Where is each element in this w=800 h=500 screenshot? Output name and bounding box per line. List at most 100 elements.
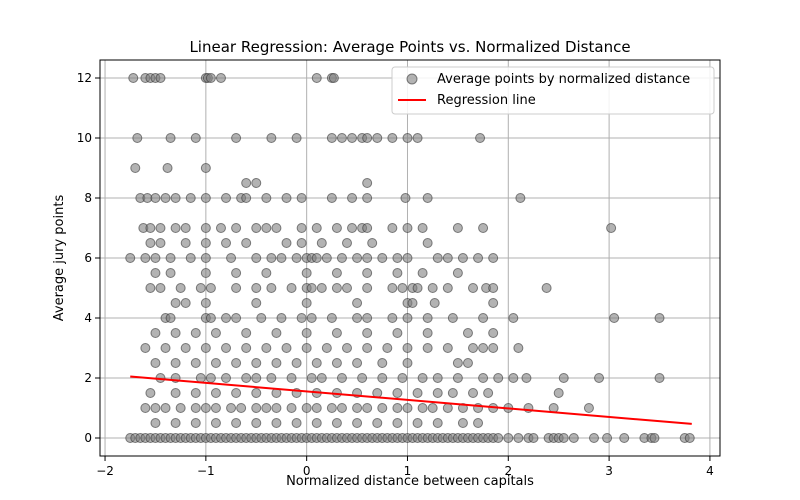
- scatter-point: [140, 343, 151, 353]
- scatter-point: [301, 403, 312, 413]
- scatter-point: [286, 373, 297, 383]
- scatter-point: [347, 193, 358, 203]
- scatter-point: [195, 373, 206, 383]
- scatter-point: [200, 403, 211, 413]
- scatter-point: [362, 133, 373, 143]
- scatter-point: [291, 418, 302, 428]
- scatter-point: [352, 403, 363, 413]
- scatter-point: [276, 313, 287, 323]
- scatter-point: [261, 223, 272, 233]
- scatter-point: [205, 283, 216, 293]
- scatter-point: [165, 253, 176, 263]
- scatter-point: [397, 373, 408, 383]
- scatter-point: [155, 283, 166, 293]
- scatter-point: [488, 253, 499, 263]
- scatter-point: [341, 238, 352, 248]
- scatter-point: [387, 283, 398, 293]
- scatter-point: [210, 328, 221, 338]
- scatter-point: [427, 403, 438, 413]
- scatter-point: [251, 373, 262, 383]
- scatter-point: [231, 388, 242, 398]
- scatter-point: [316, 283, 327, 293]
- scatter-point: [226, 403, 237, 413]
- scatter-point: [180, 343, 191, 353]
- scatter-point: [515, 193, 526, 203]
- scatter-point: [326, 193, 337, 203]
- scatter-point: [326, 313, 337, 323]
- scatter-point: [609, 313, 620, 323]
- scatter-point: [452, 373, 463, 383]
- scatter-point: [205, 73, 216, 83]
- scatter-point: [362, 268, 373, 278]
- scatter-point: [271, 328, 282, 338]
- legend-line-label: Regression line: [437, 93, 536, 108]
- scatter-point: [473, 418, 484, 428]
- scatter-point: [553, 388, 564, 398]
- scatter-point: [387, 313, 398, 323]
- scatter-point: [170, 388, 181, 398]
- scatter-point: [432, 253, 443, 263]
- scatter-point: [140, 403, 151, 413]
- scatter-point: [417, 268, 428, 278]
- scatter-point: [336, 373, 347, 383]
- y-tick-label: 4: [84, 311, 92, 325]
- scatter-point: [568, 433, 579, 443]
- scatter-point: [341, 283, 352, 293]
- scatter-point: [286, 283, 297, 293]
- scatter-point: [266, 133, 277, 143]
- scatter-point: [210, 418, 221, 428]
- scatter-point: [165, 268, 176, 278]
- y-tick-label: 12: [77, 71, 92, 85]
- scatter-point: [301, 328, 312, 338]
- scatter-point: [513, 433, 524, 443]
- scatter-point: [175, 403, 186, 413]
- scatter-point: [170, 193, 181, 203]
- scatter-point: [362, 193, 373, 203]
- scatter-point: [170, 328, 181, 338]
- scatter-point: [427, 283, 438, 293]
- scatter-point: [336, 253, 347, 263]
- x-tick-label: 4: [706, 464, 714, 478]
- scatter-point: [321, 253, 332, 263]
- scatter-point: [392, 388, 403, 398]
- scatter-point: [296, 313, 307, 323]
- scatter-point: [221, 238, 232, 248]
- scatter-point: [328, 73, 339, 83]
- scatter-point: [452, 358, 463, 368]
- scatter-point: [478, 313, 489, 323]
- scatter-point: [221, 193, 232, 203]
- scatter-point: [150, 403, 161, 413]
- y-tick-label: 0: [84, 431, 92, 445]
- scatter-point: [452, 223, 463, 233]
- scatter-point: [462, 358, 473, 368]
- scatter-point: [190, 388, 201, 398]
- scatter-point: [286, 403, 297, 413]
- scatter-point: [145, 388, 156, 398]
- scatter-point: [200, 238, 211, 248]
- legend: Average points by normalized distance Re…: [391, 66, 715, 115]
- scatter-point: [311, 253, 322, 263]
- scatter-point: [417, 403, 428, 413]
- scatter-point: [468, 343, 479, 353]
- scatter-point: [331, 328, 342, 338]
- scatter-point: [594, 373, 605, 383]
- scatter-point: [619, 433, 630, 443]
- scatter-point: [392, 328, 403, 338]
- scatter-point: [654, 313, 665, 323]
- legend-scatter-label: Average points by normalized distance: [437, 72, 690, 87]
- scatter-point: [241, 328, 252, 338]
- scatter-point: [352, 313, 363, 323]
- scatter-point: [468, 283, 479, 293]
- scatter-point: [508, 313, 519, 323]
- scatter-point: [221, 343, 232, 353]
- x-ticks: −2 −1 0 1 2 3 4: [96, 456, 714, 478]
- scatter-point: [281, 343, 292, 353]
- scatter-point: [251, 358, 262, 368]
- scatter-point: [407, 298, 418, 308]
- scatter-point: [331, 418, 342, 428]
- x-tick-label: −2: [96, 464, 114, 478]
- scatter-point: [185, 253, 196, 263]
- scatter-point: [311, 73, 322, 83]
- scatter-point: [145, 223, 156, 233]
